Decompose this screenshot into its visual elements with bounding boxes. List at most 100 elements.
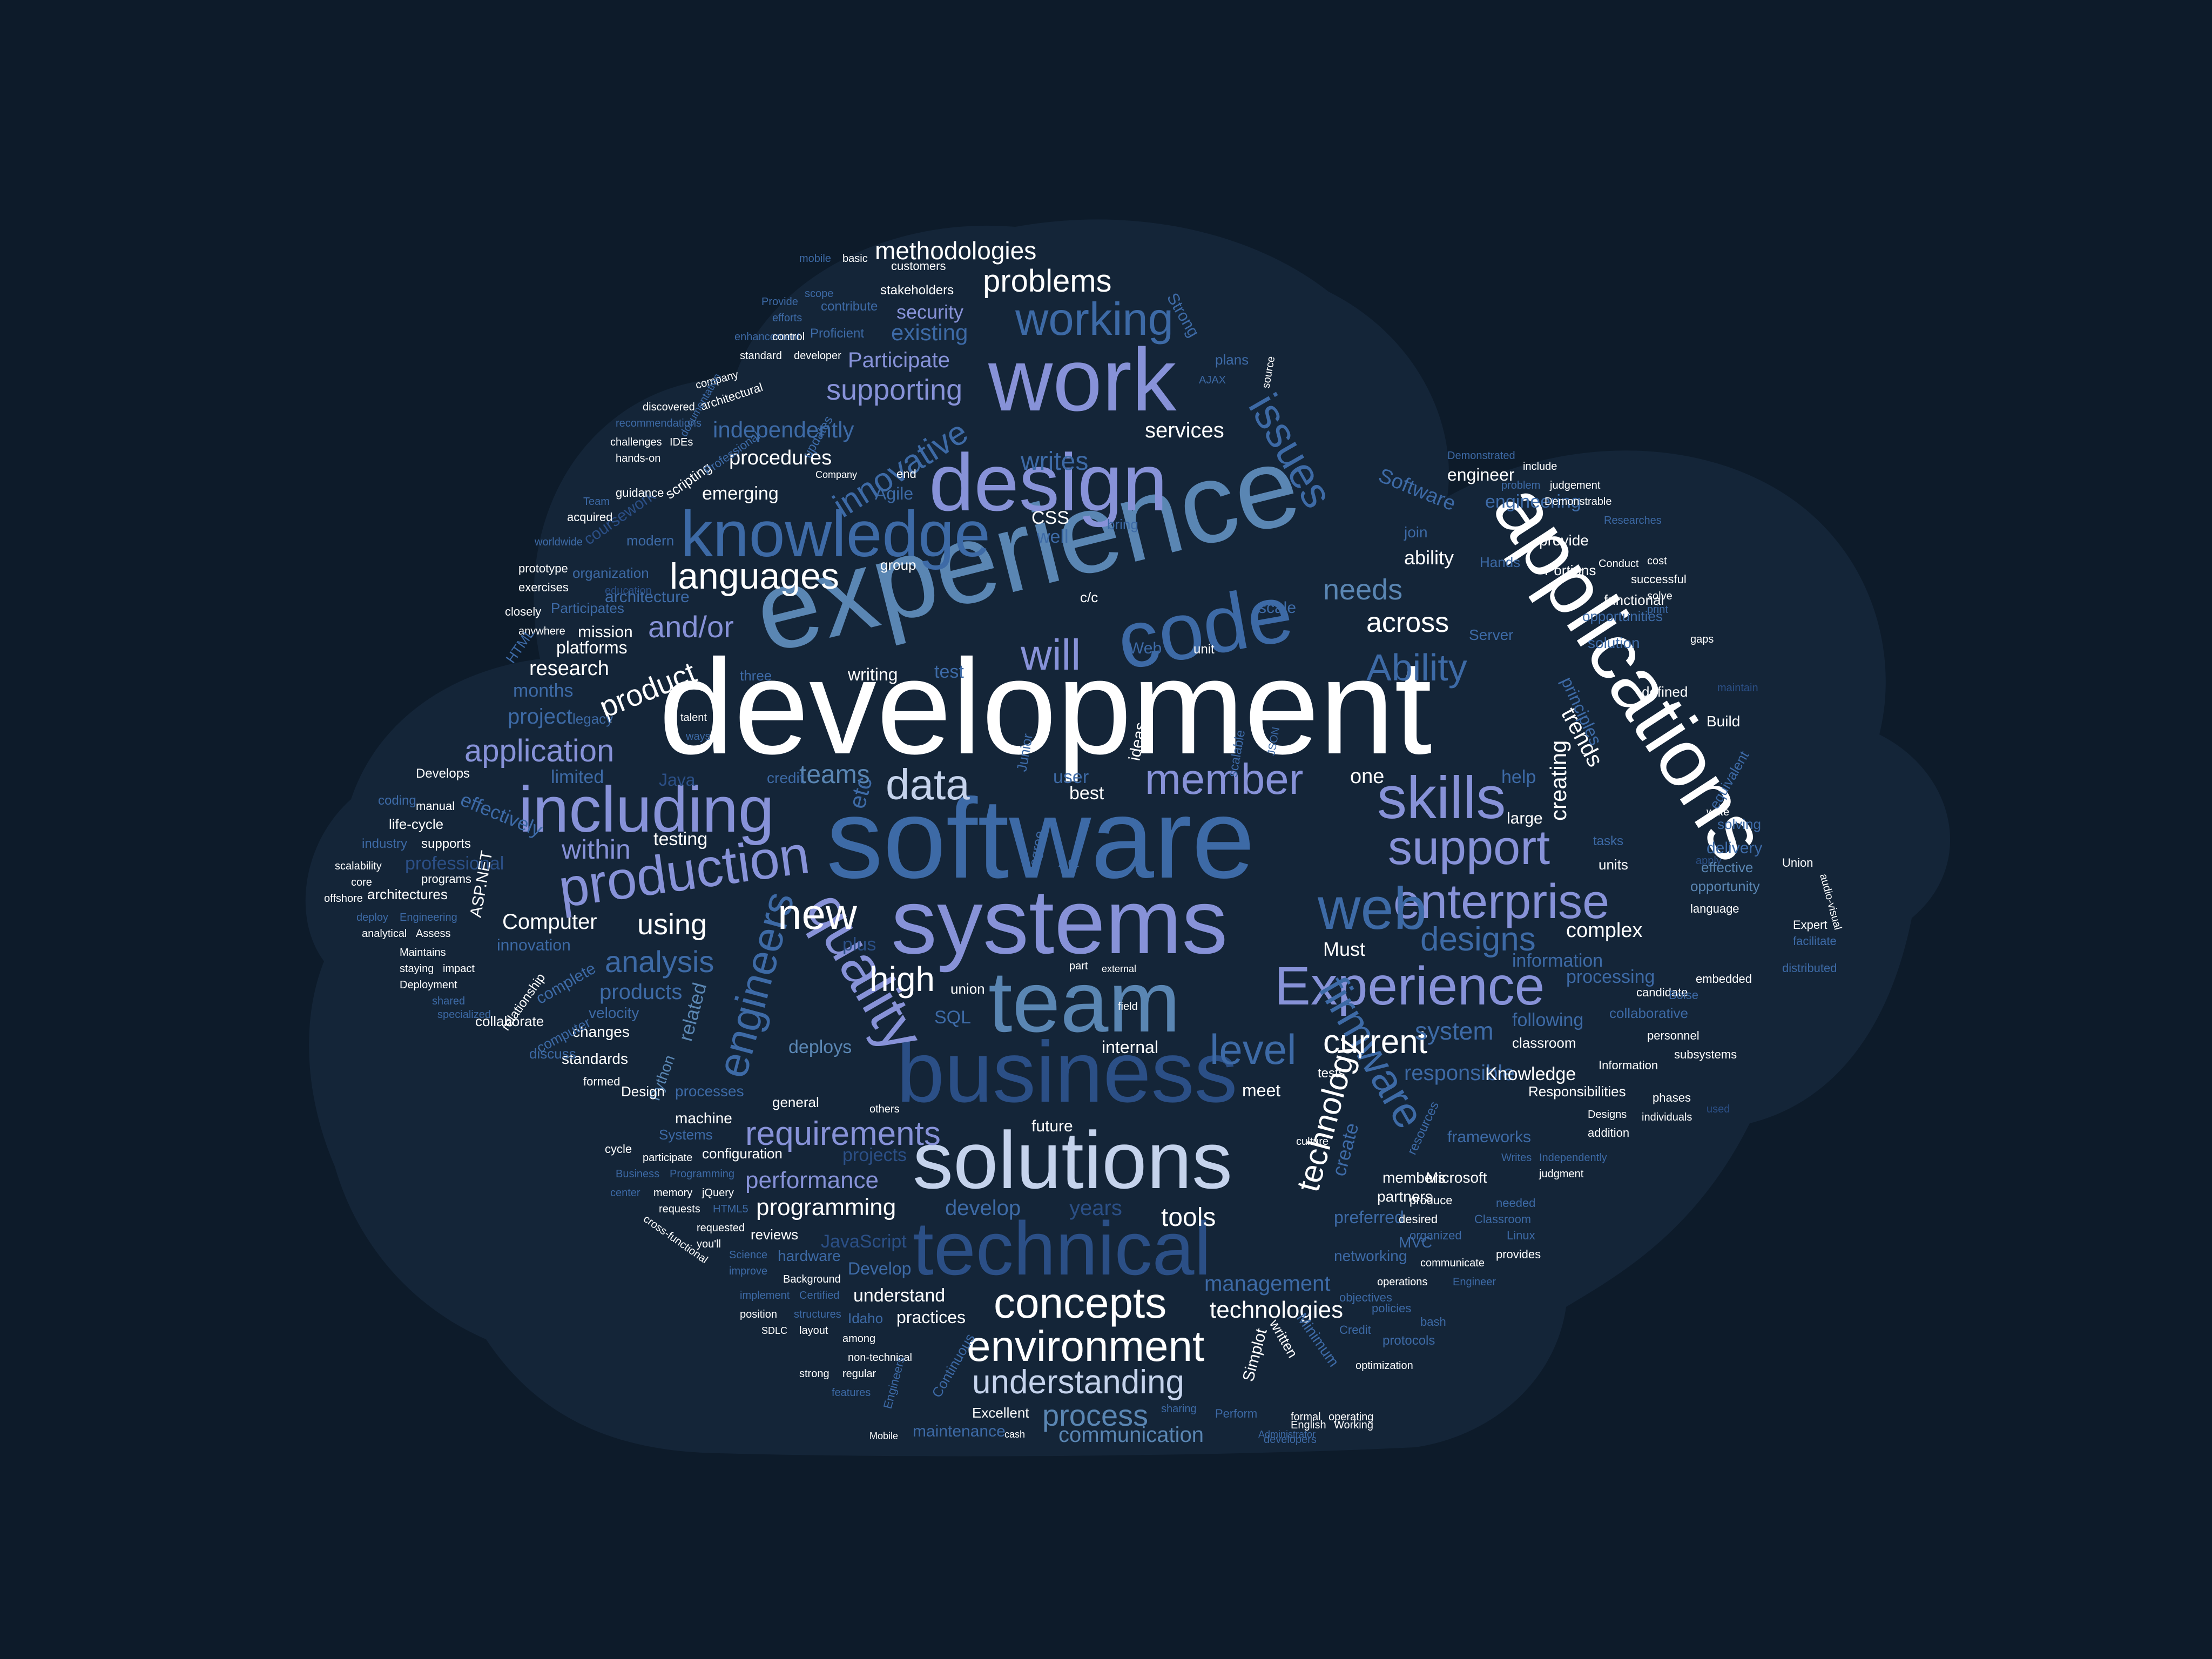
word-best: best bbox=[1069, 783, 1104, 804]
word-judgment: judgment bbox=[1539, 1168, 1584, 1180]
word-member: member bbox=[1145, 755, 1303, 803]
word-testing: testing bbox=[653, 829, 707, 849]
word-Writes: Writes bbox=[1501, 1152, 1532, 1164]
word-software: software bbox=[826, 775, 1255, 902]
word-discuss: discuss bbox=[529, 1046, 576, 1062]
word-provides: provides bbox=[1496, 1247, 1541, 1261]
word-business: business bbox=[896, 1023, 1237, 1120]
word-communicate: communicate bbox=[1420, 1257, 1485, 1269]
word-and/or: and/or bbox=[648, 610, 734, 644]
word-management: management bbox=[1204, 1272, 1330, 1296]
word-position: position bbox=[740, 1309, 777, 1320]
word-recommendations: recommendations bbox=[616, 417, 702, 429]
word-implement: implement bbox=[740, 1290, 790, 1301]
word-offshore: offshore bbox=[324, 893, 363, 905]
word-optimization: optimization bbox=[1355, 1360, 1413, 1372]
word-Administrator: Administrator bbox=[1258, 1429, 1316, 1440]
word-needed: needed bbox=[1496, 1196, 1535, 1210]
word-practices: practices bbox=[896, 1307, 966, 1327]
word-development: development bbox=[659, 631, 1432, 782]
word-delivery: delivery bbox=[1707, 839, 1762, 857]
word-languages: languages bbox=[670, 556, 839, 597]
word-participate: participate bbox=[643, 1152, 692, 1164]
word-Participate: Participate bbox=[848, 348, 950, 372]
word-design: design bbox=[929, 437, 1168, 528]
word-specialized: specialized bbox=[437, 1009, 491, 1021]
word-engineering: engineering bbox=[1485, 491, 1581, 512]
word-architectures: architectures bbox=[367, 886, 448, 902]
word-deploys: deploys bbox=[788, 1037, 852, 1057]
word-c/c: c/c bbox=[1080, 589, 1098, 605]
word-level: level bbox=[1210, 1026, 1296, 1073]
word-work: work bbox=[988, 330, 1177, 429]
word-complex: complex bbox=[1566, 919, 1643, 942]
word-organization: organization bbox=[572, 565, 649, 581]
word-cost: cost bbox=[1647, 555, 1667, 567]
word-current: current bbox=[1323, 1023, 1427, 1061]
word-Web: Web bbox=[1129, 639, 1162, 657]
word-Deployment: Deployment bbox=[400, 979, 457, 991]
word-operations: operations bbox=[1377, 1276, 1427, 1288]
word-plans: plans bbox=[1215, 352, 1249, 368]
word-protocols: protocols bbox=[1382, 1333, 1435, 1348]
word-features: features bbox=[832, 1387, 871, 1399]
word-years: years bbox=[1069, 1196, 1122, 1220]
word-Engineering: Engineering bbox=[400, 912, 457, 923]
word-join: join bbox=[1404, 524, 1428, 541]
word-write: write bbox=[1706, 806, 1729, 818]
word-processing: processing bbox=[1566, 967, 1655, 987]
word-requested: requested bbox=[697, 1222, 745, 1234]
cloud-shape bbox=[305, 219, 1951, 1456]
word-problem: problem bbox=[1501, 480, 1540, 491]
word-Must: Must bbox=[1323, 938, 1365, 960]
word-velocity: velocity bbox=[589, 1004, 639, 1021]
word-existing: existing bbox=[891, 320, 968, 345]
word-platforms: platforms bbox=[556, 638, 628, 657]
word-Linux: Linux bbox=[1507, 1229, 1535, 1242]
word-standards: standards bbox=[562, 1050, 628, 1067]
word-Designs: Designs bbox=[1588, 1109, 1627, 1121]
word-acquired: acquired bbox=[567, 510, 612, 524]
word-user: user bbox=[1053, 767, 1089, 787]
word-units: units bbox=[1599, 857, 1628, 873]
word-within: within bbox=[561, 834, 631, 865]
word-addition: addition bbox=[1588, 1126, 1629, 1139]
word-architecture: architecture bbox=[605, 588, 690, 606]
word-supporting: supporting bbox=[826, 374, 962, 406]
word-frameworks: frameworks bbox=[1447, 1128, 1531, 1146]
word-system: system bbox=[1415, 1017, 1494, 1045]
word-solve: solve bbox=[1647, 590, 1673, 602]
word-high: high bbox=[869, 960, 935, 999]
word-impact: impact bbox=[443, 963, 475, 975]
word-others: others bbox=[869, 1103, 900, 1115]
word-distributed: distributed bbox=[1782, 961, 1837, 975]
word-external: external bbox=[1102, 963, 1136, 974]
word-Computer: Computer bbox=[502, 910, 597, 934]
word-SQL: SQL bbox=[934, 1007, 971, 1028]
word-emerging: emerging bbox=[702, 483, 779, 504]
word-working: working bbox=[1015, 294, 1174, 345]
word-subsystems: subsystems bbox=[1674, 1048, 1737, 1061]
word-prototype: prototype bbox=[518, 562, 568, 575]
word-support: support bbox=[1388, 821, 1550, 875]
word-Mobile: Mobile bbox=[869, 1431, 898, 1441]
word-union: union bbox=[950, 981, 985, 997]
word-Engineer: Engineer bbox=[1453, 1276, 1496, 1288]
word-well: well bbox=[1036, 527, 1069, 547]
word-solving: solving bbox=[1717, 816, 1761, 832]
word-technical: technical bbox=[913, 1206, 1211, 1291]
word-enterprise: enterprise bbox=[1393, 875, 1609, 929]
word-hands-on: hands-on bbox=[616, 453, 660, 464]
word-requests: requests bbox=[659, 1203, 700, 1215]
word-candidate: candidate bbox=[1636, 986, 1688, 999]
word-Server: Server bbox=[1469, 626, 1513, 643]
word-internal: internal bbox=[1102, 1037, 1158, 1057]
word-objectives: objectives bbox=[1339, 1291, 1392, 1304]
word-judgement: judgement bbox=[1549, 480, 1601, 491]
word-months: months bbox=[513, 680, 574, 701]
word-Certified: Certified bbox=[799, 1290, 839, 1301]
word-Business: Business bbox=[616, 1168, 659, 1180]
word-Science: Science bbox=[729, 1249, 767, 1261]
word-scope: scope bbox=[805, 288, 833, 300]
